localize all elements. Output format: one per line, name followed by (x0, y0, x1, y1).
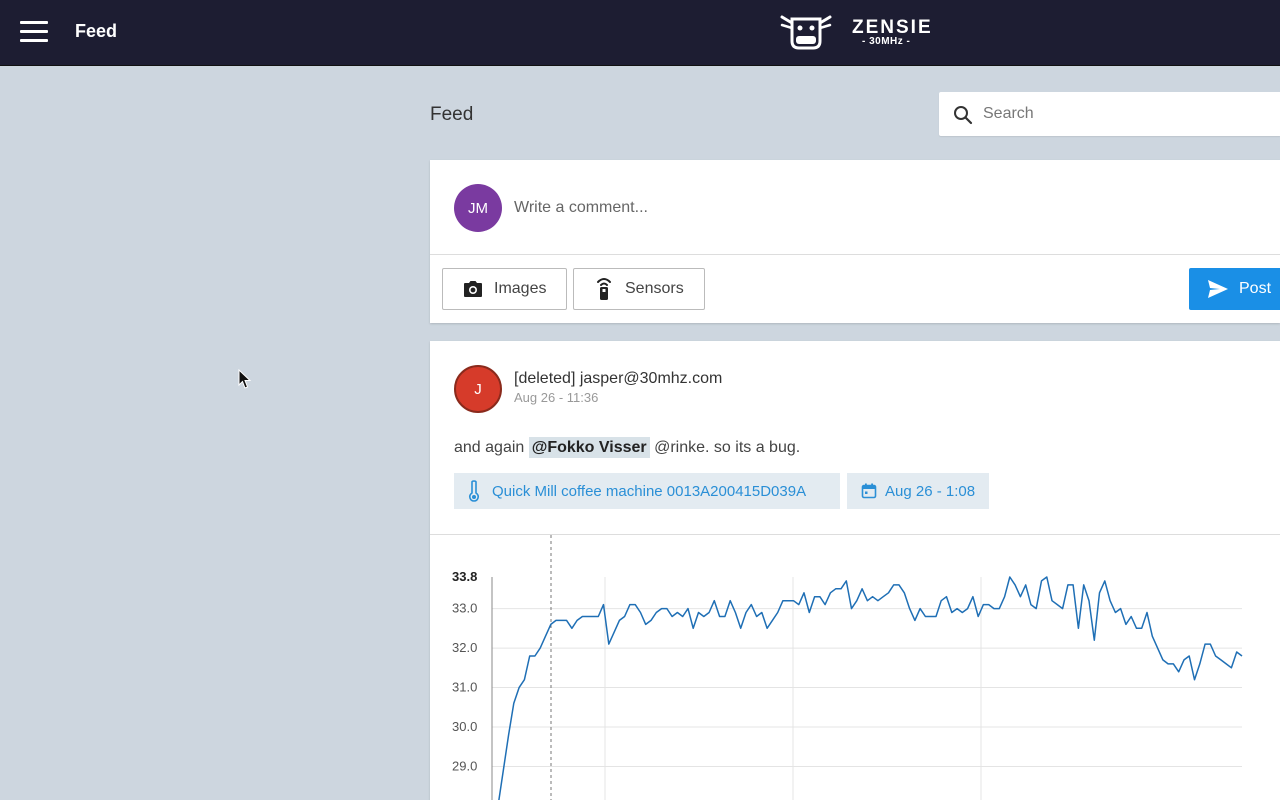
author-avatar[interactable]: J (454, 365, 502, 413)
chart-y-tick-label: 30.0 (452, 719, 477, 734)
composer-input-area: JM (430, 160, 1280, 255)
sensor-chip-label: Quick Mill coffee machine 0013A200415D03… (492, 482, 807, 500)
top-app-bar: Feed ZENSIE - 30MHz - (0, 0, 1280, 66)
chart-y-tick-label: 33.8 (452, 569, 477, 584)
post-author: [deleted] jasper@30mhz.com (514, 370, 723, 387)
chart-y-tick-label: 32.0 (452, 640, 477, 655)
post-body-text: and again (454, 439, 529, 456)
user-avatar: JM (454, 184, 502, 232)
send-icon (1207, 279, 1229, 299)
chart-y-tick-label: 29.0 (452, 759, 477, 774)
images-button[interactable]: Images (442, 268, 567, 310)
date-chip[interactable]: Aug 26 - 1:08 (847, 473, 989, 509)
feed-post: J [deleted] jasper@30mhz.com Aug 26 - 11… (430, 341, 1280, 800)
search-icon (954, 106, 973, 125)
sensor-icon (594, 277, 614, 301)
mention-tag[interactable]: @Fokko Visser (528, 437, 650, 458)
sensor-line-chart: 33.8 33.0 32.0 31.0 30.0 29.0 (452, 535, 1243, 800)
sensors-button-label: Sensors (625, 280, 684, 297)
mouse-cursor-icon (238, 369, 252, 389)
menu-icon[interactable] (20, 21, 48, 43)
comment-composer: JM Images Sensors (430, 160, 1280, 323)
search-box (939, 92, 1280, 136)
thermometer-icon (468, 480, 480, 502)
cow-logo-icon (780, 15, 832, 50)
post-button-label: Post (1239, 280, 1272, 297)
images-button-label: Images (494, 280, 547, 297)
comment-input[interactable] (514, 197, 1114, 219)
post-button[interactable]: Post (1189, 268, 1280, 310)
sensor-chip[interactable]: Quick Mill coffee machine 0013A200415D03… (454, 473, 840, 509)
sensors-button[interactable]: Sensors (573, 268, 705, 310)
chart-y-tick-label: 33.0 (452, 601, 477, 616)
zensie-logo[interactable]: ZENSIE - 30MHz - (780, 11, 933, 55)
post-timestamp: Aug 26 - 11:36 (514, 390, 599, 405)
camera-icon (463, 280, 483, 298)
app-bar-title: Feed (75, 21, 118, 41)
user-avatar-initials: JM (468, 199, 488, 217)
logo-name: ZENSIE (852, 17, 933, 38)
chart-series-line (498, 576, 1243, 800)
post-body: and again @Fokko Visser @rinke. so its a… (454, 437, 801, 458)
search-input[interactable] (983, 103, 1263, 125)
post-divider (430, 534, 1280, 535)
logo-subtitle: - 30MHz - (862, 36, 911, 47)
chart-y-axis: 33.8 33.0 32.0 31.0 30.0 29.0 (452, 569, 477, 774)
calendar-icon (861, 483, 877, 499)
chart-y-tick-label: 31.0 (452, 680, 477, 695)
page-title: Feed (430, 104, 474, 125)
author-avatar-initials: J (474, 380, 482, 398)
post-body-text-rest: @rinke. so its a bug. (649, 439, 801, 456)
chart-grid (492, 577, 1242, 800)
date-chip-label: Aug 26 - 1:08 (885, 482, 976, 500)
